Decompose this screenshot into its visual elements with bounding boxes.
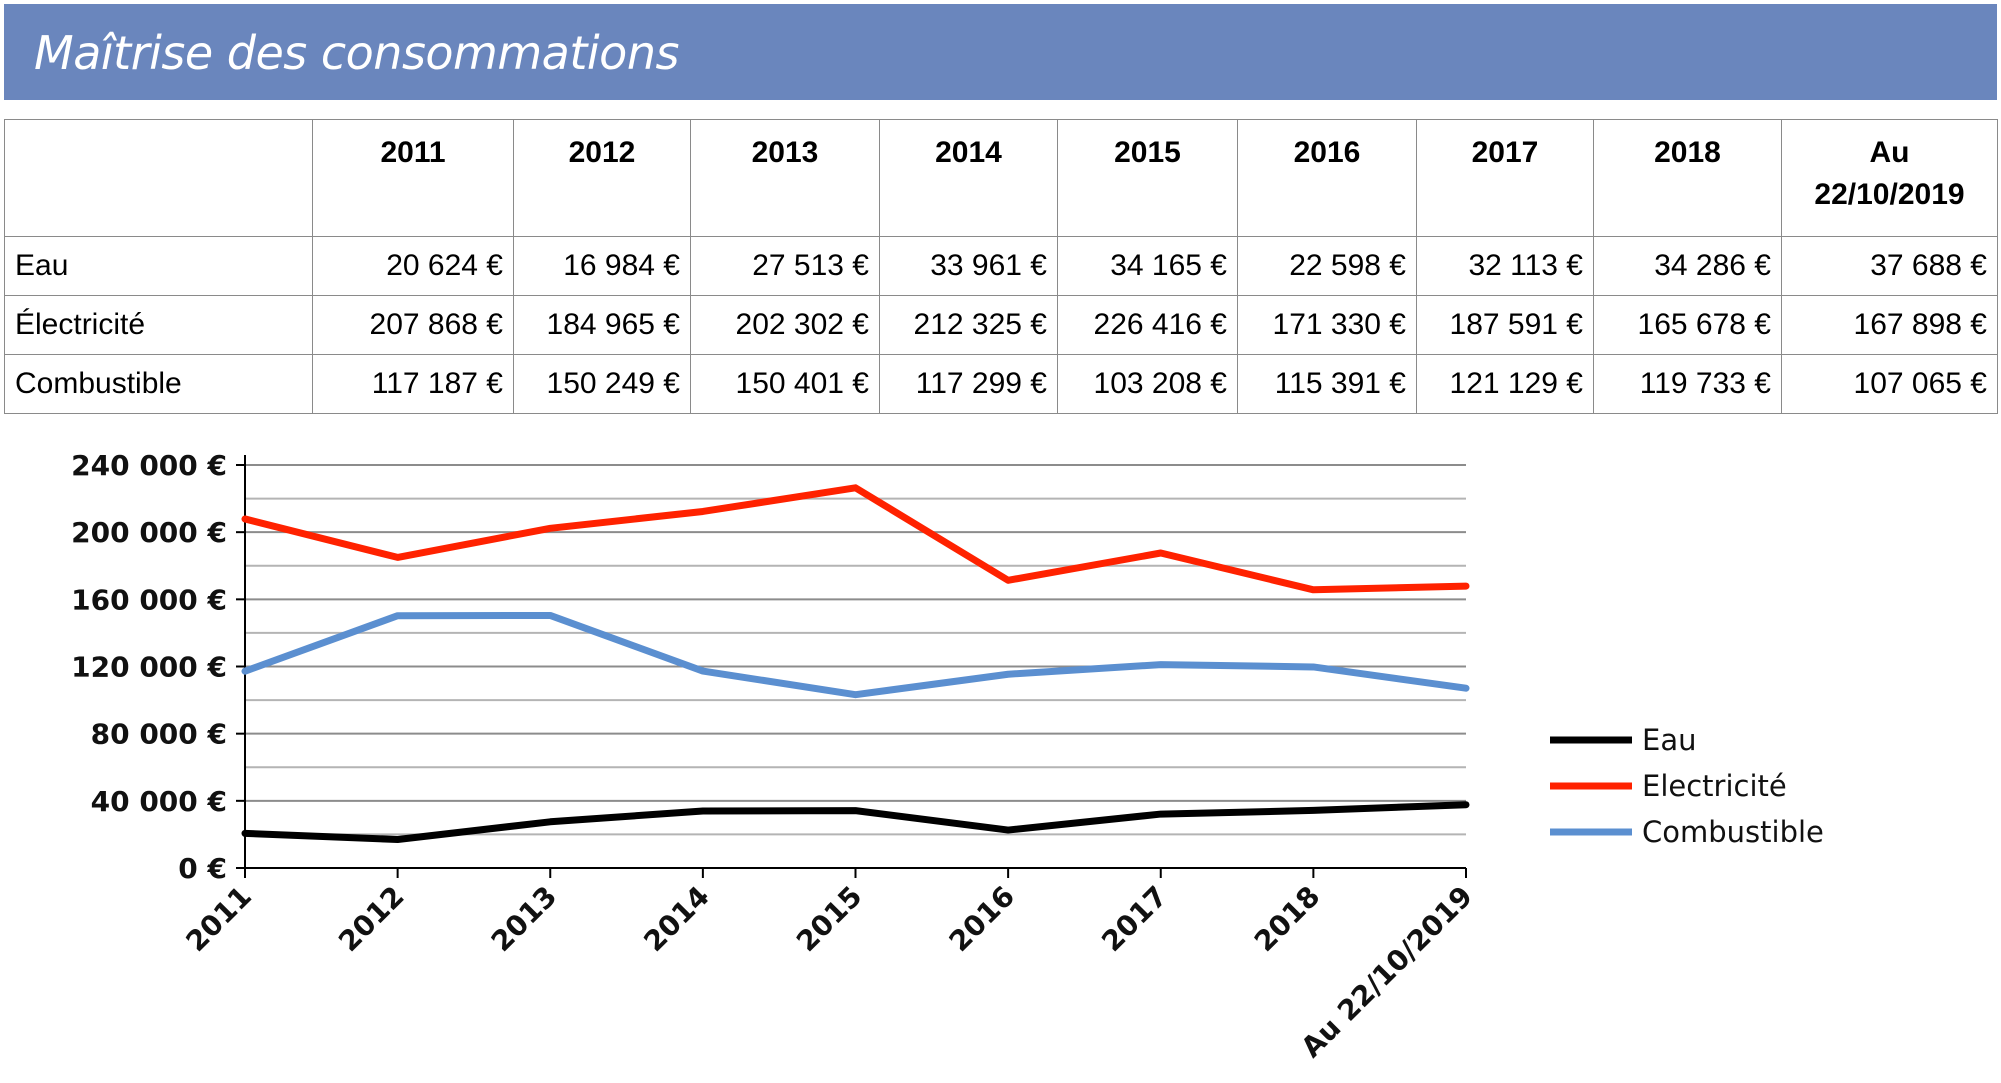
table-row: Électricité 207 868 € 184 965 € 202 302 …	[4, 295, 1998, 355]
data-point-electricit-	[1005, 577, 1012, 584]
row-label: Eau	[4, 236, 313, 296]
table-cell: 27 513 €	[690, 236, 880, 296]
table-cell: 184 965 €	[513, 295, 691, 355]
column-header: 2014	[879, 119, 1058, 237]
x-tick-label: 2013	[485, 880, 563, 958]
table-cell: 117 299 €	[879, 354, 1058, 414]
table-cell: 37 688 €	[1781, 236, 1998, 296]
column-header-line: Au	[1869, 136, 1910, 169]
legend-label-combustible: Combustible	[1642, 815, 1824, 849]
row-label: Électricité	[4, 295, 313, 355]
table-cell: 20 624 €	[312, 236, 514, 296]
series-line-electricit-	[241, 484, 1470, 594]
x-tick-label: 2017	[1095, 880, 1173, 958]
data-point-electricit-	[242, 515, 248, 522]
data-point-electricit-	[699, 508, 706, 515]
table-cell: 207 868 €	[312, 295, 514, 355]
y-tick-label: 240 000 €	[71, 449, 227, 482]
legend-label-electricit-: Electricité	[1642, 769, 1787, 803]
data-point-electricit-	[1157, 550, 1164, 557]
table-cell: 115 391 €	[1237, 354, 1417, 414]
y-tick-label: 0 €	[178, 852, 227, 885]
table-cell: 212 325 €	[879, 295, 1058, 355]
table-row: Combustible 117 187 € 150 249 € 150 401 …	[4, 354, 1998, 414]
table-cell: 33 961 €	[879, 236, 1058, 296]
x-tick-label: 2012	[332, 880, 410, 958]
data-point-eau	[1005, 827, 1012, 834]
data-point-eau	[1157, 811, 1164, 818]
data-point-combustible	[1310, 663, 1317, 670]
table-cell: 187 591 €	[1416, 295, 1594, 355]
table-cell: 103 208 €	[1057, 354, 1238, 414]
y-tick-label: 40 000 €	[91, 785, 227, 818]
consumption-table: 2011 2012 2013 2014 2015 2016 2017 2018 …	[4, 119, 1998, 414]
data-point-electricit-	[852, 484, 859, 491]
x-tick-label: 2016	[943, 880, 1021, 958]
table-cell: 107 065 €	[1781, 354, 1998, 414]
data-point-eau	[699, 807, 706, 814]
column-header: 2017	[1416, 119, 1594, 237]
data-point-combustible	[1005, 671, 1012, 678]
y-tick-label: 160 000 €	[71, 583, 227, 616]
data-point-electricit-	[394, 554, 401, 561]
column-header: 2013	[690, 119, 880, 237]
series-line-combustible	[241, 611, 1470, 699]
table-cell: 119 733 €	[1593, 354, 1782, 414]
consumption-line-chart: 0 € 40 000 € 80 000 € 120 000 € 160 000 € 200…	[71, 449, 1824, 1064]
x-tick-label: 2014	[637, 880, 715, 958]
table-cell: 16 984 €	[513, 236, 691, 296]
data-point-combustible	[547, 612, 554, 619]
data-point-eau	[394, 836, 401, 843]
data-point-eau	[1310, 807, 1317, 814]
y-tick-label: 80 000 €	[91, 718, 227, 751]
data-point-eau	[852, 807, 859, 814]
data-point-eau	[547, 818, 554, 825]
table-header-row: 2011 2012 2013 2014 2015 2016 2017 2018 …	[4, 119, 1998, 237]
table-cell: 34 286 €	[1593, 236, 1782, 296]
data-point-electricit-	[1463, 583, 1469, 590]
table-row: Eau 20 624 € 16 984 € 27 513 € 33 961 € …	[4, 236, 1998, 296]
data-point-combustible	[699, 668, 706, 675]
column-header: 2011	[312, 119, 514, 237]
table-cell: 150 249 €	[513, 354, 691, 414]
data-point-combustible	[1463, 685, 1469, 692]
column-header: 2018	[1593, 119, 1782, 237]
table-cell: 22 598 €	[1237, 236, 1417, 296]
data-point-eau	[242, 830, 248, 837]
page-title: Maîtrise des consommations	[34, 26, 679, 80]
table-cell: 226 416 €	[1057, 295, 1238, 355]
table-cell: 167 898 €	[1781, 295, 1998, 355]
table-cell: 171 330 €	[1237, 295, 1417, 355]
data-point-combustible	[242, 668, 248, 675]
x-tick-label: 2011	[180, 880, 258, 958]
table-cell: 117 187 €	[312, 354, 514, 414]
column-header-last: Au 22/10/2019	[1781, 119, 1998, 237]
x-tick-label: 2018	[1248, 880, 1326, 958]
table-cell: 202 302 €	[690, 295, 880, 355]
legend-label-eau: Eau	[1642, 723, 1696, 757]
data-point-combustible	[394, 612, 401, 619]
table-corner-cell	[4, 119, 313, 237]
data-point-electricit-	[1310, 586, 1317, 593]
title-banner: Maîtrise des consommations	[4, 4, 1997, 100]
column-header-line: 22/10/2019	[1814, 178, 1965, 211]
data-point-electricit-	[547, 525, 554, 532]
table-cell: 34 165 €	[1057, 236, 1238, 296]
table-cell: 150 401 €	[690, 354, 880, 414]
column-header: 2012	[513, 119, 691, 237]
x-tick-label: Au 22/10/2019	[1295, 880, 1479, 1064]
y-tick-label: 120 000 €	[71, 651, 227, 684]
table-cell: 32 113 €	[1416, 236, 1594, 296]
data-point-combustible	[852, 691, 859, 698]
x-tick-label: 2015	[790, 880, 868, 958]
y-tick-label: 200 000 €	[71, 516, 227, 549]
table-cell: 121 129 €	[1416, 354, 1594, 414]
data-point-combustible	[1157, 661, 1164, 668]
table-cell: 165 678 €	[1593, 295, 1782, 355]
column-header: 2016	[1237, 119, 1417, 237]
column-header: 2015	[1057, 119, 1238, 237]
data-point-eau	[1463, 801, 1469, 808]
row-label: Combustible	[4, 354, 313, 414]
